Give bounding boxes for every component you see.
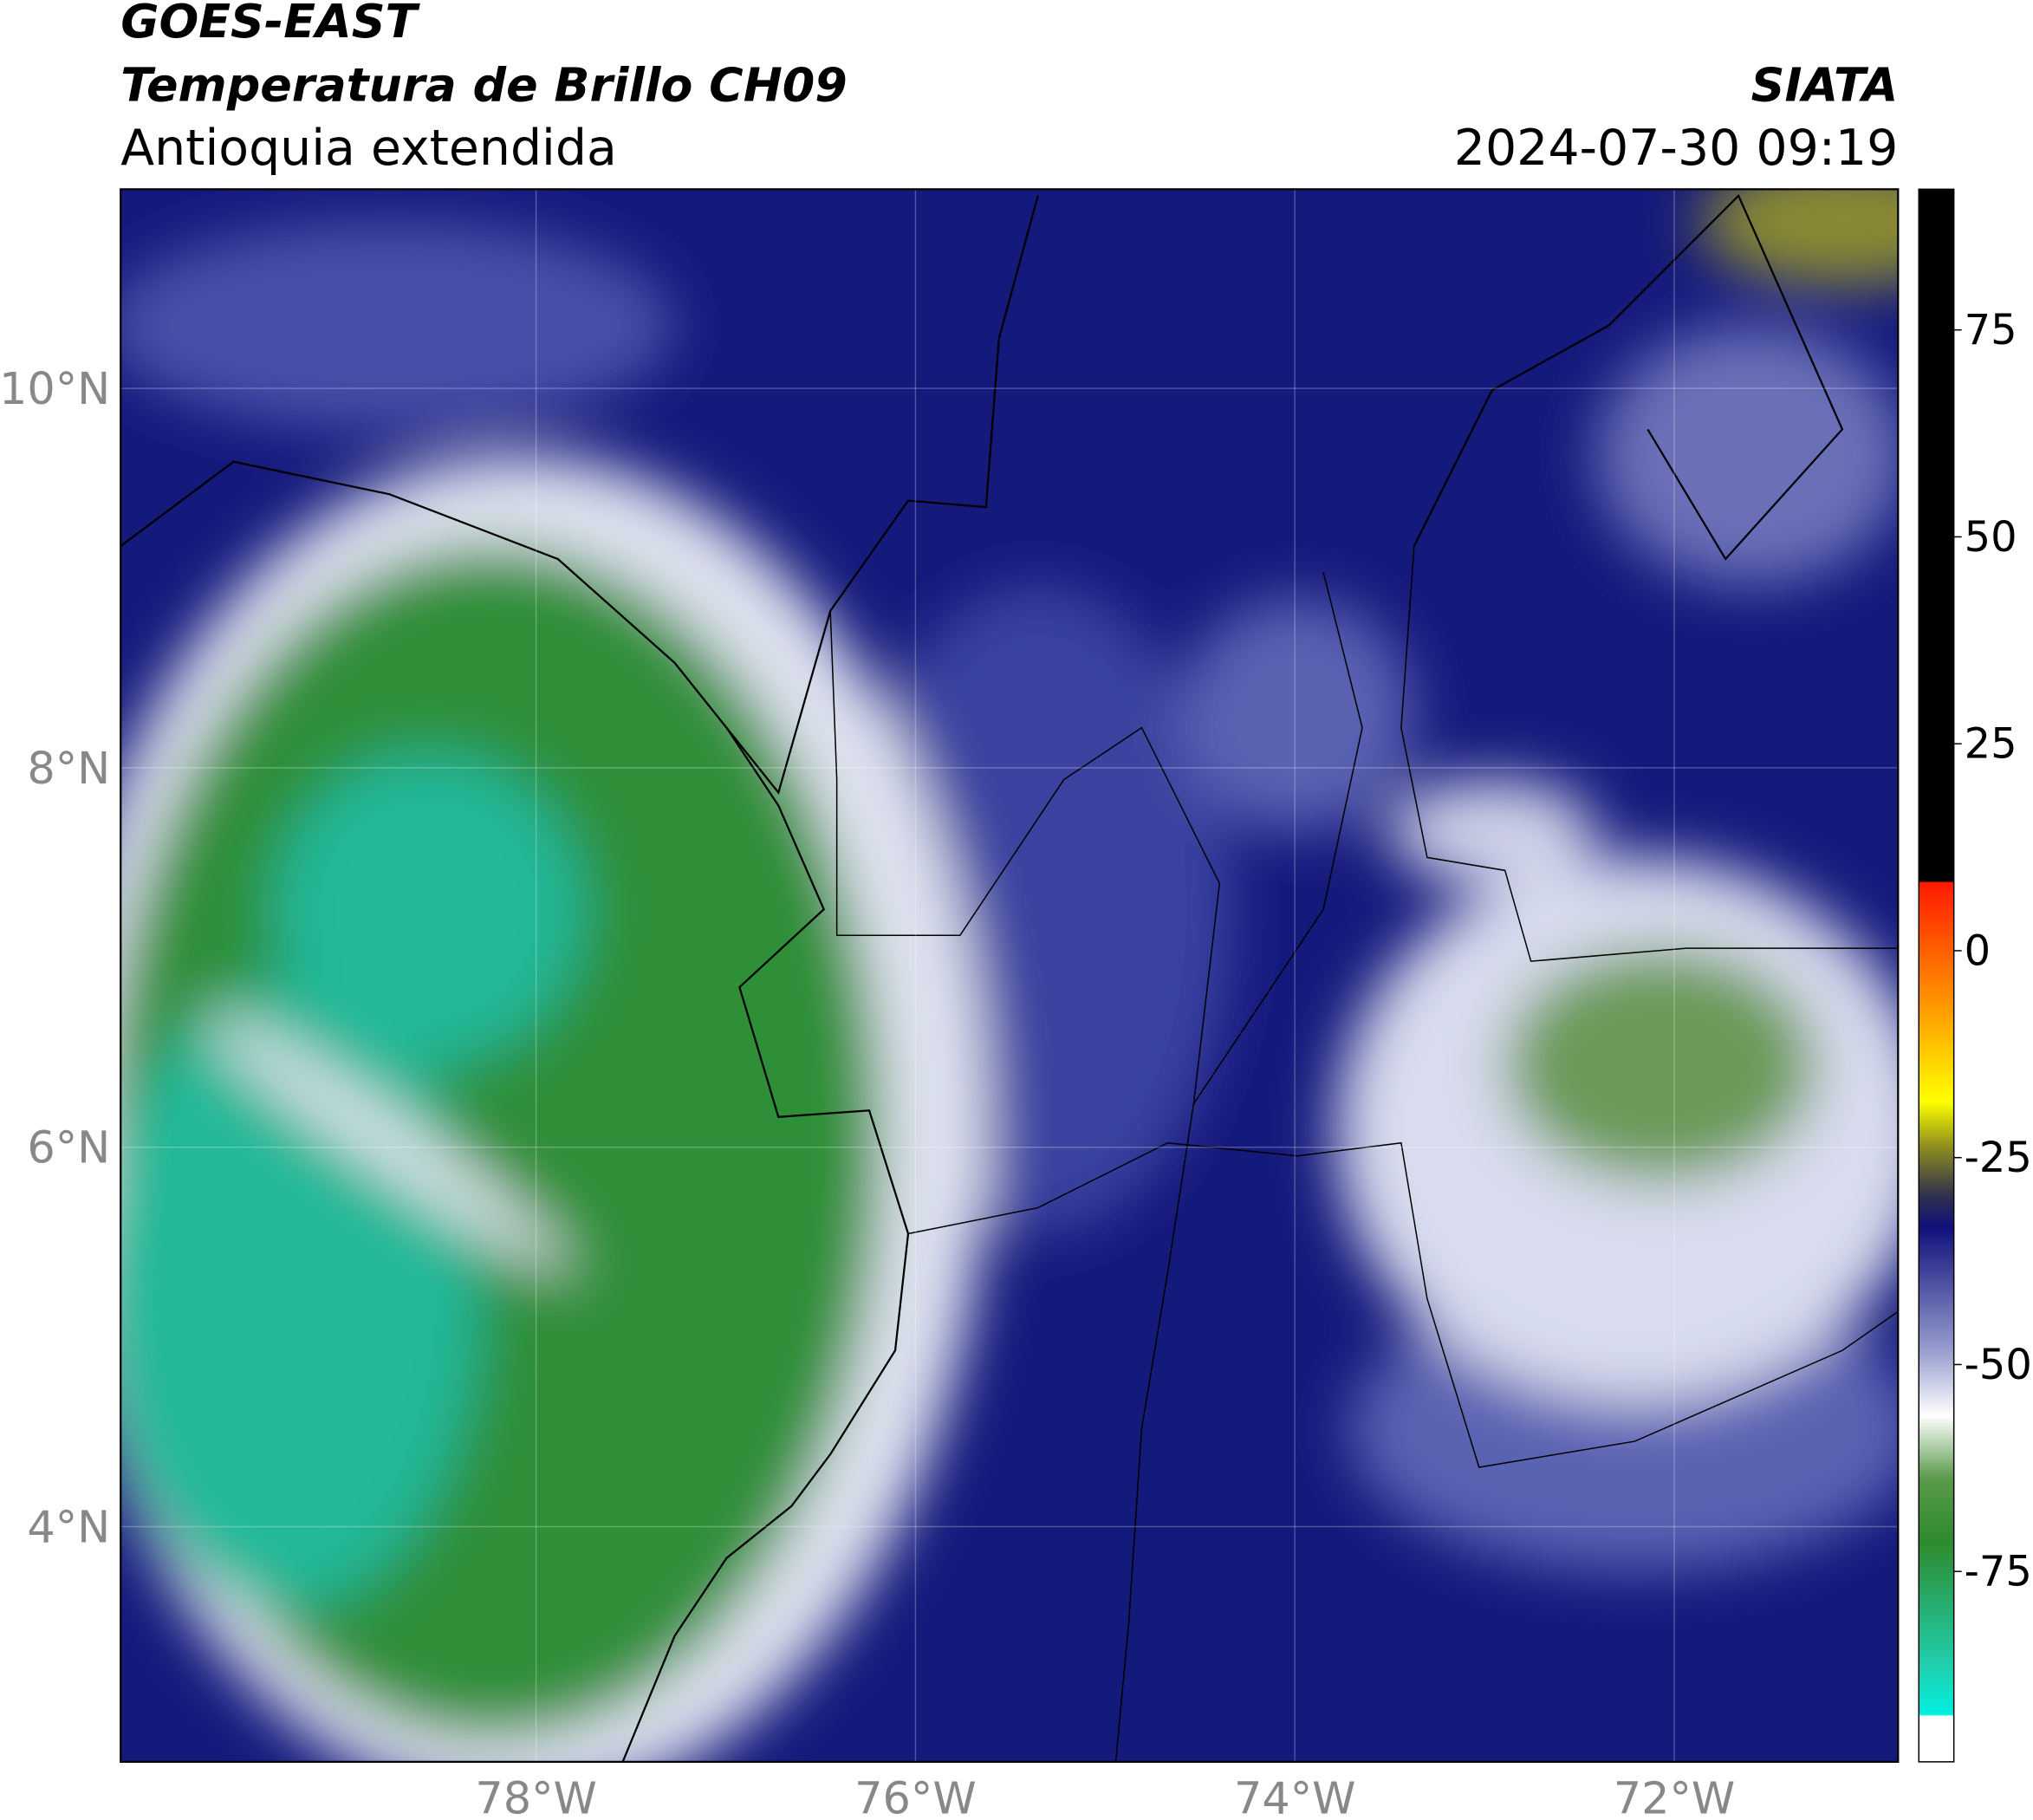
subtitle: Antioquia extendida bbox=[120, 120, 617, 177]
colorbar bbox=[1918, 188, 1955, 1763]
x-tick-label: 74°W bbox=[1234, 1774, 1356, 1820]
colorbar-tick-label: 0 bbox=[1965, 927, 1991, 975]
x-tick-label: 72°W bbox=[1614, 1774, 1736, 1820]
datetime: 2024-07-30 09:19 bbox=[1454, 120, 1899, 177]
agency: SIATA bbox=[1751, 58, 1899, 113]
colorbar-tick-label: 50 bbox=[1965, 514, 2017, 562]
y-tick-label: 8°N bbox=[27, 744, 110, 795]
y-tick-label: 6°N bbox=[27, 1123, 110, 1174]
colorbar-tick-label: -25 bbox=[1965, 1134, 2032, 1182]
x-tick-label: 76°W bbox=[854, 1774, 977, 1820]
colorbar-tick-label: -75 bbox=[1965, 1549, 2032, 1596]
colorbar-tick-label: 25 bbox=[1965, 721, 2017, 769]
x-tick-label: 78°W bbox=[475, 1774, 597, 1820]
colorbar-tick-label: -50 bbox=[1965, 1342, 2032, 1389]
colorbar-tick-label: 75 bbox=[1965, 307, 2017, 354]
y-tick-label: 10°N bbox=[0, 364, 110, 415]
map-frame bbox=[120, 188, 1900, 1763]
y-tick-label: 4°N bbox=[27, 1502, 110, 1553]
title: Temperatura de Brillo CH09 bbox=[120, 58, 848, 113]
satellite-image bbox=[120, 189, 1899, 1762]
title: GOES-EAST bbox=[120, 0, 420, 49]
